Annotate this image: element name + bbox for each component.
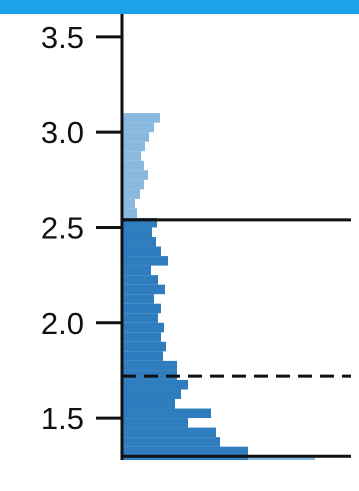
histogram-bar <box>122 179 144 190</box>
histogram-bar <box>122 246 161 257</box>
histogram-bar <box>122 256 168 266</box>
histogram-bar <box>122 132 149 142</box>
y-tick-label: 3.0 <box>41 115 84 150</box>
histogram-bar <box>122 151 141 161</box>
histogram-bar <box>122 217 157 228</box>
histogram-bar <box>122 294 154 304</box>
histogram-bar <box>122 322 164 333</box>
histogram-bar <box>122 341 166 352</box>
top-color-band <box>0 0 359 14</box>
histogram-bar <box>122 446 248 460</box>
histogram-bar <box>122 389 181 400</box>
histogram-bar <box>122 170 148 180</box>
y-tick-label: 2.0 <box>41 306 84 341</box>
histogram-bar <box>122 122 154 133</box>
histogram-bar <box>122 113 160 123</box>
histogram-bar <box>122 303 161 314</box>
histogram-bar <box>122 237 156 247</box>
y-tick-label: 2.5 <box>41 210 84 245</box>
histogram-bar <box>122 227 152 237</box>
histogram-bar <box>122 332 161 342</box>
bars-layer <box>122 113 315 460</box>
y-axis: 1.5 2.0 2.5 3.0 3.5 <box>41 14 124 460</box>
reference-lines-layer <box>122 218 351 458</box>
histogram-bar <box>122 198 135 209</box>
histogram-bar <box>122 189 140 199</box>
histogram-bar <box>122 427 216 438</box>
histogram-bar <box>122 437 220 447</box>
histogram-bar <box>122 208 137 218</box>
histogram-bar <box>122 360 177 371</box>
histogram-bar <box>122 379 188 390</box>
histogram-bar <box>122 351 163 361</box>
histogram-bar <box>122 275 158 285</box>
histogram-bar <box>122 418 188 428</box>
y-tick-label: 1.5 <box>41 401 84 436</box>
histogram-bar <box>122 160 144 171</box>
histogram-bar <box>122 141 145 152</box>
histogram-bar <box>122 313 158 323</box>
histogram-bar <box>122 408 211 419</box>
y-tick-label: 3.5 <box>41 20 84 55</box>
histogram-bar <box>122 399 175 409</box>
histogram-bar <box>122 265 151 276</box>
histogram-bar <box>122 284 165 295</box>
